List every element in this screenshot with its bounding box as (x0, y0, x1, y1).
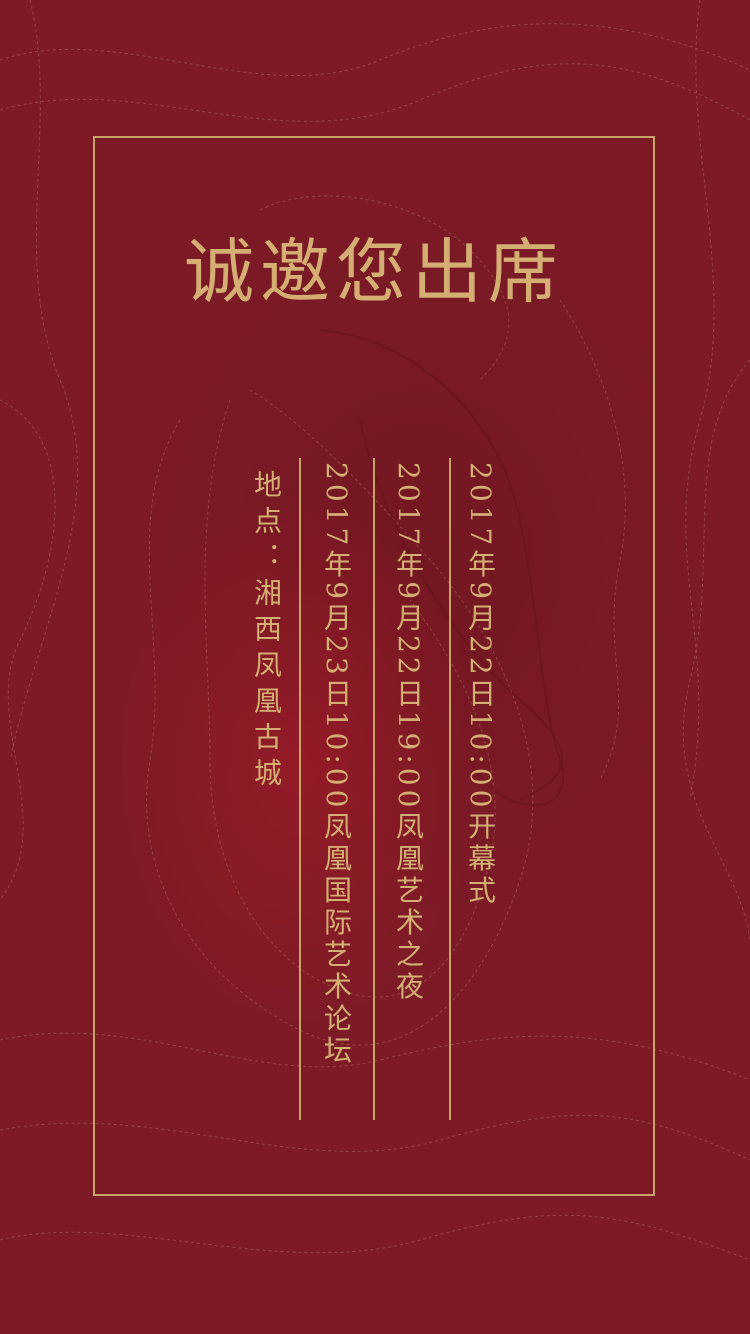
divider-line (449, 458, 451, 1120)
location-text: 地点：湘西凤凰古城 (250, 470, 283, 794)
schedule-item-art-night: 2017年9月22日19:00凤凰艺术之夜 (392, 462, 425, 1004)
gold-border-frame (93, 136, 655, 1196)
divider-line (373, 458, 375, 1120)
divider-line (299, 458, 301, 1120)
schedule-item-opening: 2017年9月22日10:00开幕式 (464, 462, 497, 908)
schedule-item-forum: 2017年9月23日10:00凤凰国际艺术论坛 (320, 462, 353, 1068)
invitation-title: 诚邀您出席 (184, 231, 564, 313)
